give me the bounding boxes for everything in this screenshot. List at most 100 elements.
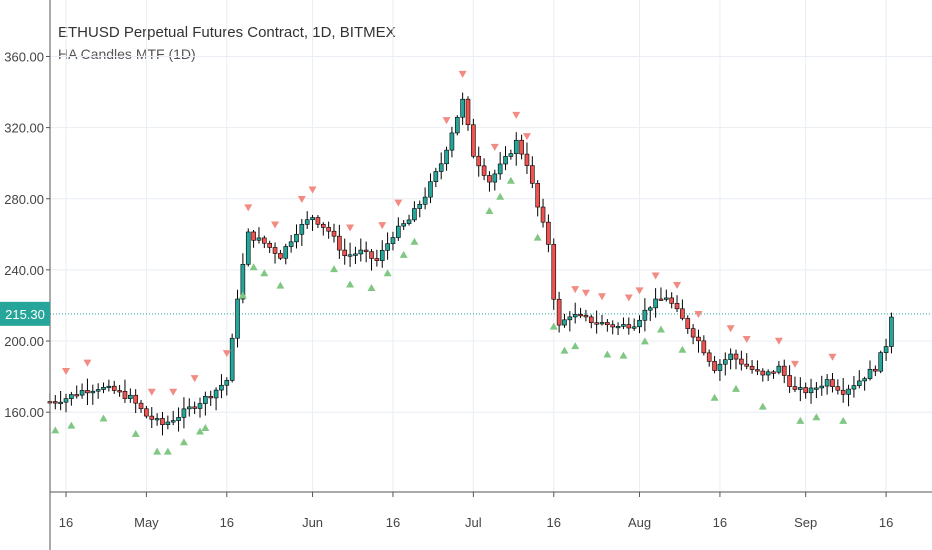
buy-signal-triangle <box>153 447 162 455</box>
candle-body <box>304 219 310 225</box>
candle-body <box>101 386 106 390</box>
candle-body <box>626 324 632 329</box>
sell-signal-triangle <box>147 388 156 396</box>
candle-body <box>320 223 326 228</box>
buy-signal-triangle <box>678 345 687 353</box>
candle-body <box>540 206 546 223</box>
candle-body <box>642 309 648 321</box>
candle-body <box>438 163 444 172</box>
buy-signal-triangle <box>330 265 338 273</box>
candle-body <box>192 406 197 409</box>
candle-body <box>717 363 723 371</box>
candle-body <box>58 401 63 404</box>
buy-signal-triangle <box>560 346 569 354</box>
sell-signal-triangle <box>522 133 531 141</box>
price-tag-bg <box>0 301 50 326</box>
candle-body <box>374 258 380 261</box>
candle-body <box>787 375 792 387</box>
candle-body <box>771 371 776 374</box>
buy-signal-triangle <box>496 192 505 200</box>
candle-body <box>401 223 406 227</box>
candle-body <box>610 324 616 328</box>
sell-signal-triangle <box>442 117 451 125</box>
candle-body <box>138 402 144 410</box>
candle-body <box>79 390 85 396</box>
sell-signal-triangle <box>297 196 306 204</box>
sell-signal-triangle <box>694 311 703 319</box>
sell-signal-triangle <box>790 360 799 368</box>
candle-body <box>433 171 439 182</box>
candle-body <box>647 307 653 311</box>
candle-body <box>428 181 433 198</box>
candle-body <box>186 406 192 410</box>
y-tick-label: 320.00 <box>4 121 44 136</box>
candle-body <box>653 298 658 309</box>
sell-signal-triangle <box>271 221 280 229</box>
buy-signal-triangle <box>656 325 665 333</box>
candle-body <box>245 231 251 265</box>
candle-body <box>519 139 524 155</box>
buy-signal-triangle <box>410 237 419 245</box>
candle-body <box>460 98 465 118</box>
y-axis-ticks: 360.00 320.00 280.00 240.00 200.00 160.00 <box>4 49 50 420</box>
candle-body <box>605 322 610 326</box>
candle-body <box>733 353 739 360</box>
sell-signal-triangle <box>598 293 606 301</box>
candle-body <box>337 235 342 251</box>
candle-body <box>224 380 230 386</box>
buy-signal-triangle <box>485 206 494 214</box>
buy-signal-triangle <box>839 416 848 424</box>
sell-signal-triangle <box>62 367 70 375</box>
sell-signal-triangle <box>378 222 387 230</box>
candle-body <box>481 165 487 176</box>
candle-body <box>830 379 835 387</box>
candle-body <box>133 394 138 404</box>
x-tick-label: Jun <box>302 515 323 530</box>
candle-body <box>412 208 417 221</box>
candle-body <box>685 318 691 329</box>
candle-body <box>149 415 155 420</box>
sell-signal-triangle <box>244 204 253 212</box>
candle-body <box>814 387 819 390</box>
candle-body <box>637 319 642 328</box>
sell-signal-triangle <box>83 359 92 367</box>
buy-signal-triangle <box>249 263 258 271</box>
candle-body <box>701 340 707 354</box>
candle-body <box>342 249 348 256</box>
candle-body <box>524 153 530 166</box>
candle-body <box>851 385 857 390</box>
candle-body <box>776 365 782 373</box>
x-tick-label: Jul <box>465 515 482 530</box>
candle-body <box>835 386 841 391</box>
x-tick-label: 16 <box>879 515 893 530</box>
sell-signal-triangle <box>346 224 355 232</box>
candle-body <box>176 417 181 421</box>
candle-body <box>69 394 74 399</box>
candle-body <box>369 251 374 259</box>
candle-body <box>588 316 594 324</box>
candle-body <box>680 308 685 319</box>
candle-body <box>497 163 503 175</box>
x-tick-label: 16 <box>59 515 73 530</box>
candle-body <box>856 380 862 386</box>
candle-body <box>621 324 626 327</box>
candle-body <box>251 231 256 241</box>
candle-body <box>358 249 364 255</box>
candle-body <box>728 353 733 361</box>
candle-body <box>144 408 149 417</box>
candle-body <box>229 337 235 381</box>
candle-body <box>583 315 589 318</box>
candle-body <box>122 390 128 399</box>
candle-body <box>674 303 680 310</box>
sell-signal-triangle <box>394 199 403 207</box>
candle-body <box>331 230 337 237</box>
buy-signal-triangle <box>383 269 392 277</box>
buy-signal-triangle <box>619 351 628 359</box>
sell-signal-triangle <box>774 337 783 345</box>
candle-body <box>765 371 771 376</box>
candle-body <box>406 219 412 224</box>
candle-body <box>883 346 889 353</box>
buy-signal-triangle <box>812 413 821 421</box>
buy-signal-triangle <box>238 291 247 299</box>
